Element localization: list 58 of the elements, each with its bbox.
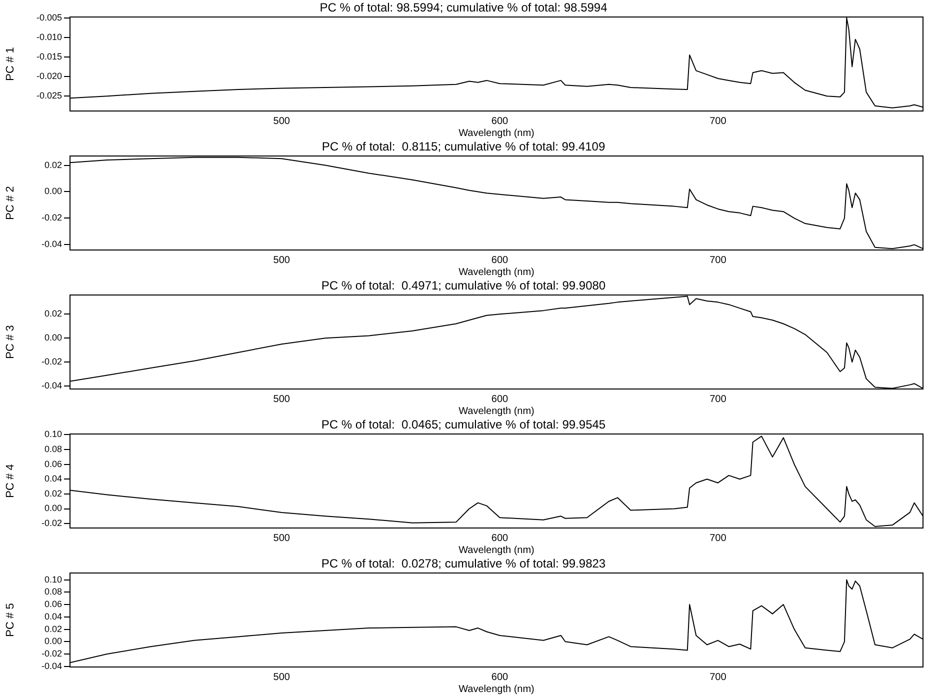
x-tick-label: 700 [710,394,727,405]
y-tick-label: -0.015 [36,51,62,62]
y-tick-label: 0.00 [44,503,62,514]
y-tick-label: 0.06 [44,458,62,469]
x-tick-label: 500 [273,672,290,683]
y-tick-label: 0.08 [44,586,62,597]
x-axis-title: Wavelength (nm) [458,128,534,139]
y-tick-label: -0.02 [41,518,62,528]
y-tick-label: 0.00 [44,186,62,196]
chart-title: PC % of total: 0.0278; cumulative % of total: 99.9823 [321,556,606,570]
chart-title: PC % of total: 0.0465; cumulative % of total: 99.9545 [321,417,606,432]
x-tick-label: 600 [491,394,509,405]
y-tick-label: 0.08 [44,444,62,454]
x-axis-title: Wavelength (nm) [458,406,534,417]
y-tick-label: 0.00 [44,332,62,343]
y-tick-label: 0.02 [44,160,62,170]
y-tick-label: 0.04 [44,474,62,484]
x-tick-label: 500 [273,394,290,405]
y-tick-label: 0.00 [44,636,62,646]
y-tick-label: -0.020 [36,71,62,82]
y-tick-label: 0.10 [44,574,62,584]
y-tick-label: -0.04 [41,239,62,250]
x-tick-label: 700 [710,116,727,127]
y-axis-title: PC # 4 [4,464,17,498]
chart-title: PC % of total: 98.5994; cumulative % of total: 98.5994 [320,0,608,14]
y-tick-label: -0.005 [36,12,62,22]
x-tick-label: 700 [710,672,727,683]
y-tick-label: 0.06 [44,599,62,610]
x-tick-label: 600 [491,116,509,127]
y-tick-label: -0.025 [36,90,62,101]
y-tick-label: -0.02 [41,648,62,658]
y-axis-title: PC # 2 [4,186,17,220]
y-tick-label: -0.010 [36,32,62,42]
chart-title: PC % of total: 0.4971; cumulative % of total: 99.9080 [321,278,606,292]
y-tick-label: 0.04 [44,611,62,622]
x-tick-label: 600 [491,254,509,266]
x-tick-label: 500 [273,254,290,266]
x-tick-label: 600 [491,532,509,544]
x-tick-label: 700 [710,532,727,544]
x-tick-label: 600 [491,672,509,683]
y-axis-title: PC # 1 [4,47,17,81]
y-tick-label: -0.02 [41,356,62,367]
y-tick-label: 0.02 [44,488,62,498]
y-tick-label: 0.10 [44,429,62,440]
x-axis-title: Wavelength (nm) [458,684,534,695]
x-tick-label: 700 [710,254,727,266]
y-axis-title: PC # 5 [4,603,17,637]
y-tick-label: 0.02 [44,308,62,319]
y-tick-label: -0.04 [41,380,62,390]
x-tick-label: 500 [273,532,290,544]
y-tick-label: -0.04 [41,660,62,671]
x-axis-title: Wavelength (nm) [458,544,534,556]
y-tick-label: -0.02 [41,212,62,223]
chart-title: PC % of total: 0.8115; cumulative % of total: 99.4109 [322,139,606,154]
y-tick-label: 0.02 [44,624,62,634]
y-axis-title: PC # 3 [4,325,17,359]
x-tick-label: 500 [273,116,290,127]
x-axis-title: Wavelength (nm) [458,266,534,278]
